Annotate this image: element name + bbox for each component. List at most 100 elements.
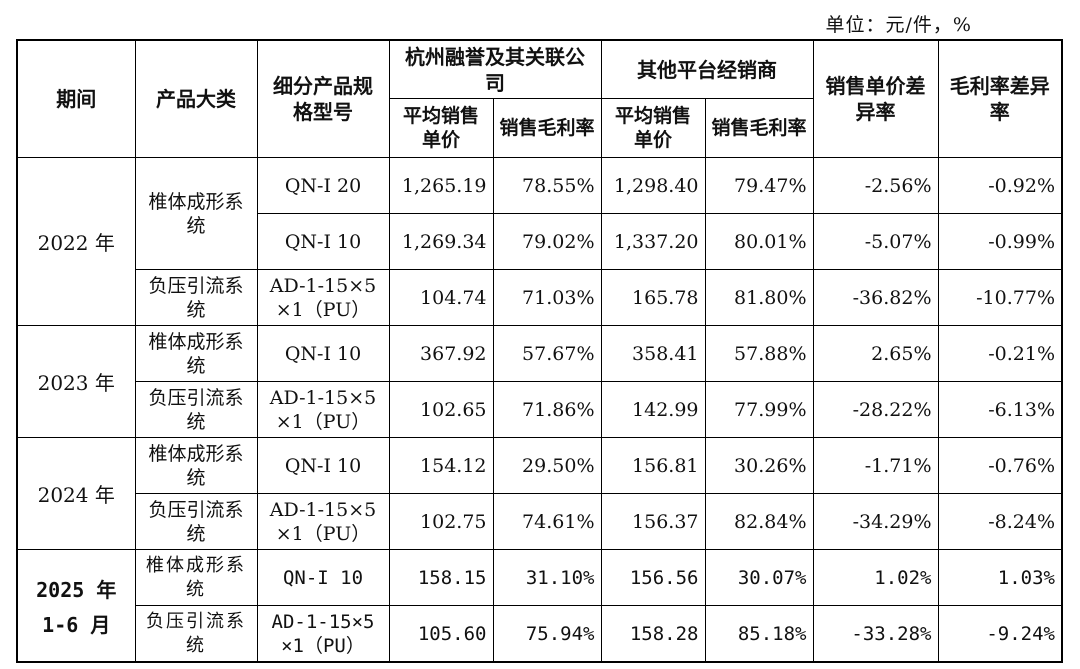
category-cell: 椎体成形系统	[134, 325, 258, 382]
price-diff-cell: -36.82%	[812, 269, 939, 326]
table-row: 2025 年 1-6 月 椎体成形系统 QN-I 10 158.15 31.10…	[16, 549, 1063, 663]
hz-price-cell: 104.74	[388, 269, 494, 326]
category-cell: 椎体成形系统	[134, 437, 258, 494]
hz-margin-cell: 71.86%	[492, 381, 602, 438]
ot-price-cell: 142.99	[600, 381, 706, 438]
price-diff-cell: 2.65%	[812, 325, 939, 382]
model-cell: QN-I 20	[256, 157, 390, 214]
ot-margin-cell: 80.01%	[704, 213, 814, 270]
model-cell: QN-I 10	[256, 437, 390, 494]
model-cell: QN-I 10	[256, 549, 390, 606]
period-cell: 2025 年 1-6 月	[16, 549, 136, 663]
table-row: 2022 年 椎体成形系统 QN-I 20 1,265.19 78.55% 1,…	[16, 157, 1063, 326]
category-cell: 负压引流系统	[134, 269, 258, 326]
unit-note: 单位：元/件，%	[825, 14, 972, 36]
ot-price-cell: 156.56	[600, 549, 706, 606]
header-model: 细分产品规格型号	[256, 39, 390, 158]
price-diff-cell: 1.02%	[812, 549, 939, 606]
margin-diff-cell: -9.24%	[937, 605, 1063, 663]
header-ot-gross-margin: 销售毛利率	[704, 98, 814, 158]
period-cell: 2023 年	[16, 325, 136, 438]
model-cell: AD-1-15×5 ×1（PU）	[256, 605, 390, 663]
header-hz-gross-margin: 销售毛利率	[492, 98, 602, 158]
price-diff-cell: -5.07%	[812, 213, 939, 270]
hz-price-cell: 105.60	[388, 605, 494, 663]
header-others: 其他平台经销商	[600, 39, 814, 99]
margin-diff-cell: -0.92%	[937, 157, 1063, 214]
table-row: 2024 年 椎体成形系统 QN-I 10 154.12 29.50% 156.…	[16, 437, 1063, 550]
category-cell: 负压引流系统	[134, 493, 258, 550]
hz-price-cell: 102.65	[388, 381, 494, 438]
price-diff-cell: -2.56%	[812, 157, 939, 214]
category-cell: 负压引流系统	[134, 381, 258, 438]
category-cell: 椎体成形系统	[134, 549, 258, 606]
hz-price-cell: 154.12	[388, 437, 494, 494]
table-row: 负压引流系统 AD-1-15×5 ×1（PU） 105.60 75.94% 15…	[17, 605, 1063, 663]
model-cell: AD-1-15×5 ×1（PU）	[256, 269, 390, 326]
table-row: 负压引流系统 AD-1-15×5 ×1（PU） 102.75 74.61% 15…	[17, 493, 1063, 550]
model-cell: AD-1-15×5 ×1（PU）	[256, 381, 390, 438]
ot-margin-cell: 79.47%	[704, 157, 814, 214]
hz-price-cell: 158.15	[388, 549, 494, 606]
ot-margin-cell: 82.84%	[704, 493, 814, 550]
hz-price-cell: 1,269.34	[388, 213, 494, 270]
period-cell: 2022 年	[16, 157, 136, 326]
margin-diff-cell: -10.77%	[937, 269, 1063, 326]
hz-margin-cell: 78.55%	[492, 157, 602, 214]
hz-margin-cell: 74.61%	[492, 493, 602, 550]
period-cell: 2024 年	[16, 437, 136, 550]
table-row: 负压引流系统 AD-1-15×5 ×1（PU） 102.65 71.86% 14…	[17, 381, 1063, 438]
header-row-1: 期间 产品大类 细分产品规格型号 杭州融誉及其关联公司 其他平台经销商 销售单价…	[16, 39, 1063, 158]
category-cell: 椎体成形系统	[134, 157, 258, 270]
hz-price-cell: 367.92	[388, 325, 494, 382]
margin-diff-cell: -6.13%	[937, 381, 1063, 438]
header-row-2: 平均销售单价 销售毛利率 平均销售单价 销售毛利率	[17, 98, 1062, 158]
ot-margin-cell: 30.26%	[704, 437, 814, 494]
ot-margin-cell: 30.07%	[704, 549, 814, 606]
price-diff-cell: -28.22%	[812, 381, 939, 438]
ot-price-cell: 1,337.20	[600, 213, 706, 270]
hz-margin-cell: 57.67%	[492, 325, 602, 382]
period-year: 2025 年	[36, 577, 117, 602]
price-diff-cell: -33.28%	[812, 605, 939, 663]
table-row: QN-I 10 1,269.34 79.02% 1,337.20 80.01% …	[17, 213, 1063, 270]
header-hz-avg-price: 平均销售单价	[388, 98, 494, 158]
hz-margin-cell: 75.94%	[492, 605, 602, 663]
header-period: 期间	[16, 39, 136, 158]
ot-price-cell: 358.41	[600, 325, 706, 382]
table-row: 2023 年 椎体成形系统 QN-I 10 367.92 57.67% 358.…	[16, 325, 1063, 438]
margin-diff-cell: -0.76%	[937, 437, 1063, 494]
period-months: 1-6 月	[42, 612, 111, 637]
margin-diff-cell: -0.99%	[937, 213, 1063, 270]
price-diff-cell: -1.71%	[812, 437, 939, 494]
model-cell: AD-1-15×5 ×1（PU）	[256, 493, 390, 550]
ot-price-cell: 156.81	[600, 437, 706, 494]
ot-price-cell: 158.28	[600, 605, 706, 663]
ot-price-cell: 1,298.40	[600, 157, 706, 214]
hz-margin-cell: 31.10%	[492, 549, 602, 606]
ot-price-cell: 165.78	[600, 269, 706, 326]
model-cell: QN-I 10	[256, 325, 390, 382]
comparison-table: 期间 产品大类 细分产品规格型号 杭州融誉及其关联公司 其他平台经销商 销售单价…	[16, 39, 1063, 663]
header-ot-avg-price: 平均销售单价	[600, 98, 706, 158]
hz-margin-cell: 29.50%	[492, 437, 602, 494]
category-cell: 负压引流系统	[134, 605, 258, 663]
header-category: 产品大类	[134, 39, 258, 158]
margin-diff-cell: -8.24%	[937, 493, 1063, 550]
margin-diff-cell: -0.21%	[937, 325, 1063, 382]
header-price-diff: 销售单价差异率	[812, 39, 939, 158]
ot-margin-cell: 77.99%	[704, 381, 814, 438]
hz-price-cell: 1,265.19	[388, 157, 494, 214]
hz-margin-cell: 71.03%	[492, 269, 602, 326]
header-margin-diff: 毛利率差异率	[937, 39, 1063, 158]
margin-diff-cell: 1.03%	[937, 549, 1063, 606]
model-cell: QN-I 10	[256, 213, 390, 270]
header-hangzhou: 杭州融誉及其关联公司	[388, 39, 602, 99]
ot-margin-cell: 81.80%	[704, 269, 814, 326]
table-row: 负压引流系统 AD-1-15×5 ×1（PU） 104.74 71.03% 16…	[17, 269, 1063, 326]
ot-price-cell: 156.37	[600, 493, 706, 550]
price-diff-cell: -34.29%	[812, 493, 939, 550]
ot-margin-cell: 57.88%	[704, 325, 814, 382]
ot-margin-cell: 85.18%	[704, 605, 814, 663]
hz-price-cell: 102.75	[388, 493, 494, 550]
